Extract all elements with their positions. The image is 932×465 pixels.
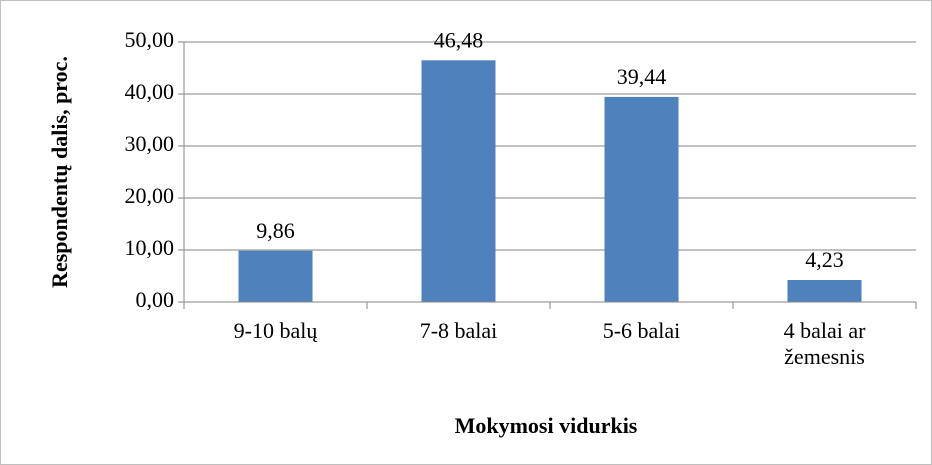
x-tick-label: 5-6 balai: [602, 318, 681, 343]
data-label: 46,48: [434, 27, 484, 52]
data-label: 9,86: [256, 218, 295, 243]
x-axis-title: Mokymosi vidurkis: [455, 413, 638, 438]
y-tick-label: 30,00: [125, 131, 175, 156]
y-tick-label: 20,00: [125, 183, 175, 208]
bar: [604, 96, 679, 302]
y-axis-title: Respondentų dalis, proc.: [47, 56, 72, 288]
x-tick-label-box: 7-8 balai: [419, 318, 498, 343]
data-label: 4,23: [805, 247, 844, 272]
y-tick-label: 50,00: [125, 27, 175, 52]
bar: [238, 250, 313, 302]
x-tick-label: 9-10 balų: [233, 318, 318, 343]
x-tick-label-box: 5-6 balai: [602, 318, 681, 343]
y-tick-label: 40,00: [125, 79, 175, 104]
bar: [787, 280, 862, 302]
x-tick-label-box: 4 balai ar žemesnis: [783, 318, 866, 369]
y-tick-label: 0,00: [136, 287, 175, 312]
data-label: 39,44: [617, 64, 667, 89]
x-tick-label-box: 9-10 balų: [233, 318, 318, 343]
x-tick-label: 4 balai ar žemesnis: [783, 318, 866, 369]
y-tick-label: 10,00: [125, 235, 175, 260]
bar: [421, 60, 496, 302]
x-tick-label: 7-8 balai: [419, 318, 498, 343]
